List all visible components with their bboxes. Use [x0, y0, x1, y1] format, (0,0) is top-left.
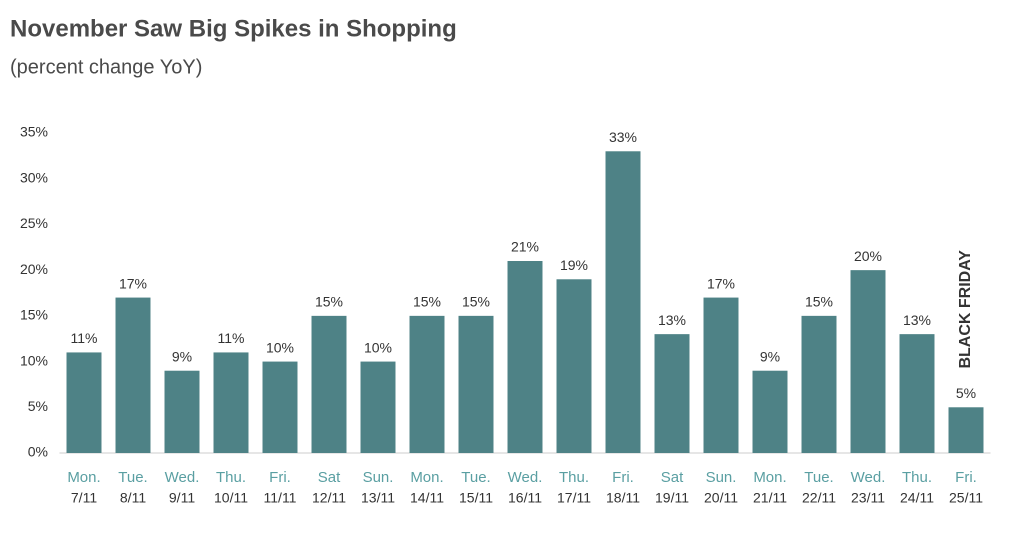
y-tick-label: 5% [28, 398, 48, 414]
data-label: 15% [805, 294, 833, 310]
bar [556, 279, 592, 453]
bar [66, 352, 102, 453]
data-label: 17% [707, 275, 735, 291]
chart-subtitle: (percent change YoY) [10, 56, 202, 78]
bar [458, 315, 494, 453]
data-label: 15% [315, 294, 343, 310]
x-tick-label: 15/11 [459, 490, 493, 506]
data-label: 21% [511, 239, 539, 255]
data-label: 13% [658, 312, 686, 328]
y-tick-label: 10% [20, 352, 48, 368]
x-tick-label: Mon. [410, 469, 443, 486]
bar [801, 315, 837, 453]
bar [948, 407, 984, 453]
x-tick-label: 18/11 [606, 490, 640, 506]
bar [164, 370, 200, 453]
bar [850, 270, 886, 453]
bar [703, 297, 739, 453]
x-tick-label: Tue. [461, 469, 490, 486]
bar [752, 370, 788, 453]
y-tick-label: 0% [28, 444, 48, 460]
x-tick-label: Mon. [753, 469, 786, 486]
x-tick-label: 10/11 [214, 490, 248, 506]
bar [262, 361, 298, 453]
bar [115, 297, 151, 453]
y-tick-label: 25% [20, 215, 48, 231]
bar [654, 334, 690, 453]
bar [213, 352, 249, 453]
y-tick-label: 35% [20, 124, 48, 140]
x-tick-label: Thu. [216, 469, 246, 486]
x-tick-label: 25/11 [949, 490, 983, 506]
x-tick-label: Tue. [118, 469, 147, 486]
x-tick-label: 22/11 [802, 490, 836, 506]
x-tick-label: Fri. [955, 469, 977, 486]
x-tick-label: Tue. [804, 469, 833, 486]
data-label: 10% [266, 339, 294, 355]
data-label: 19% [560, 257, 588, 273]
x-tick-label: Thu. [902, 469, 932, 486]
bar [311, 315, 347, 453]
x-tick-label: Wed. [165, 469, 200, 486]
x-tick-label: 12/11 [312, 490, 346, 506]
y-tick-label: 30% [20, 169, 48, 185]
x-tick-label: Sat [318, 469, 341, 486]
x-tick-label: Fri. [269, 469, 291, 486]
x-tick-label: 7/11 [71, 490, 97, 506]
chart-title: November Saw Big Spikes in Shopping [10, 15, 457, 42]
x-tick-label: Mon. [67, 469, 100, 486]
x-tick-label: 24/11 [900, 490, 934, 506]
bar [360, 361, 396, 453]
x-tick-label: 9/11 [169, 490, 195, 506]
x-tick-label: 16/11 [508, 490, 542, 506]
data-label: 15% [413, 294, 441, 310]
y-tick-label: 15% [20, 307, 48, 323]
x-tick-label: 17/11 [557, 490, 591, 506]
x-tick-label: 19/11 [655, 490, 689, 506]
x-tick-label: 20/11 [704, 490, 738, 506]
y-tick-label: 20% [20, 261, 48, 277]
x-tick-label: Fri. [612, 469, 634, 486]
x-tick-label: 13/11 [361, 490, 395, 506]
x-tick-label: Sun. [706, 469, 737, 486]
data-label: 10% [364, 339, 392, 355]
data-label: 11% [218, 330, 245, 346]
data-label: 5% [956, 385, 976, 401]
data-label: 9% [172, 348, 192, 364]
x-tick-label: Wed. [508, 469, 543, 486]
data-label: 15% [462, 294, 490, 310]
data-label: 9% [760, 348, 780, 364]
data-label: 20% [854, 248, 882, 264]
x-tick-label: Wed. [851, 469, 886, 486]
data-label: 11% [71, 330, 98, 346]
x-tick-label: Sat [661, 469, 684, 486]
x-tick-label: Sun. [363, 469, 394, 486]
x-tick-label: 21/11 [753, 490, 787, 506]
bar [605, 151, 641, 454]
bar [507, 261, 543, 453]
data-label: 13% [903, 312, 931, 328]
bar [409, 315, 445, 453]
x-tick-label: 14/11 [410, 490, 444, 506]
x-tick-label: 11/11 [264, 490, 297, 506]
x-tick-label: 8/11 [120, 490, 146, 506]
x-tick-label: 23/11 [851, 490, 885, 506]
data-label: 33% [609, 129, 637, 145]
bar [899, 334, 935, 453]
x-tick-label: Thu. [559, 469, 589, 486]
data-label: 17% [119, 275, 147, 291]
annotation: BLACK FRIDAY [957, 250, 974, 369]
